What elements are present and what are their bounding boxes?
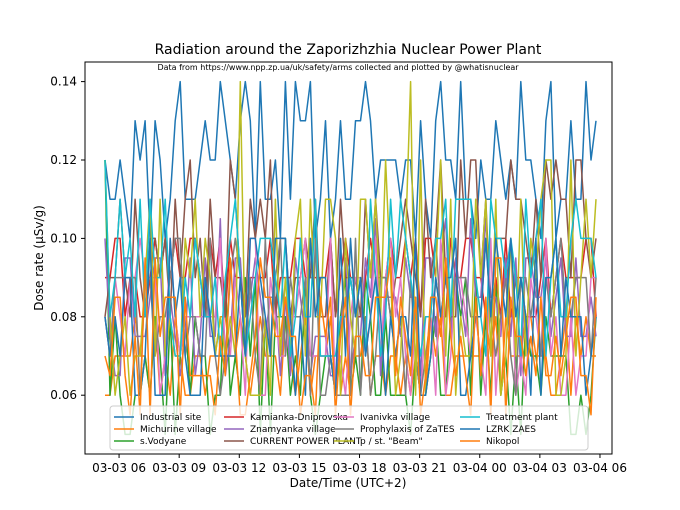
legend-item: Treatment plant xyxy=(485,413,558,423)
y-tick-label: 0.14 xyxy=(50,75,77,89)
x-tick-label: 03-03 15 xyxy=(272,461,326,475)
legend-item: Michurine village xyxy=(140,425,217,435)
y-tick-label: 0.12 xyxy=(50,153,77,167)
x-tick-label: 03-04 00 xyxy=(453,461,507,475)
plot-frame xyxy=(84,61,613,455)
legend-item: Kamianka-Dniprovska xyxy=(250,413,348,423)
legend-item: Industrial site xyxy=(140,413,202,423)
x-tick-label: 03-03 06 xyxy=(92,461,146,475)
x-tick-label: 03-03 21 xyxy=(393,461,447,475)
x-tick-label: 03-04 06 xyxy=(573,461,627,475)
legend-item: s.Vodyane xyxy=(140,437,187,447)
legend-item: Znamyanka village xyxy=(250,425,336,435)
series-line-7 xyxy=(104,237,597,396)
legend-item: CURRENT POWER PLANT xyxy=(250,437,362,447)
x-tick-label: 03-03 18 xyxy=(333,461,387,475)
x-tick-label: 03-03 12 xyxy=(212,461,266,475)
y-tick-label: 0.08 xyxy=(50,310,77,324)
plot-lines xyxy=(104,80,597,436)
chart-title: Radiation around the Zaporizhzhia Nuclea… xyxy=(155,42,542,58)
y-tick-label: 0.10 xyxy=(50,231,77,245)
x-axis-label: Date/Time (UTC+2) xyxy=(290,476,407,490)
series-line-8 xyxy=(104,80,597,396)
series-line-10 xyxy=(104,237,597,396)
x-axis-ticks: 03-03 06 03-03 09 03-03 12 03-03 15 03-03 18… xyxy=(92,454,627,475)
legend-item: Nikopol xyxy=(486,437,519,447)
legend-item: LZRK ZAES xyxy=(486,425,536,435)
x-tick-label: 03-04 03 xyxy=(513,461,567,475)
y-axis-ticks: 0.06 0.08 0.10 0.12 0.14 xyxy=(50,75,85,402)
y-axis-label: Dose rate (µSv/g) xyxy=(32,205,46,311)
y-tick-label: 0.06 xyxy=(50,388,77,402)
chart-subtitle: Data from https://www.npp.zp.ua/uk/safet… xyxy=(157,63,519,72)
x-tick-label: 03-03 09 xyxy=(152,461,206,475)
legend-item: p / st. "Beam" xyxy=(360,437,423,447)
legend-item: Prophylaxis of ZaTES xyxy=(360,425,455,435)
legend: Industrial site Michurine village s.Vodyan… xyxy=(109,405,589,451)
legend-item: Ivanivka village xyxy=(360,413,431,423)
series-line-9 xyxy=(104,159,597,357)
